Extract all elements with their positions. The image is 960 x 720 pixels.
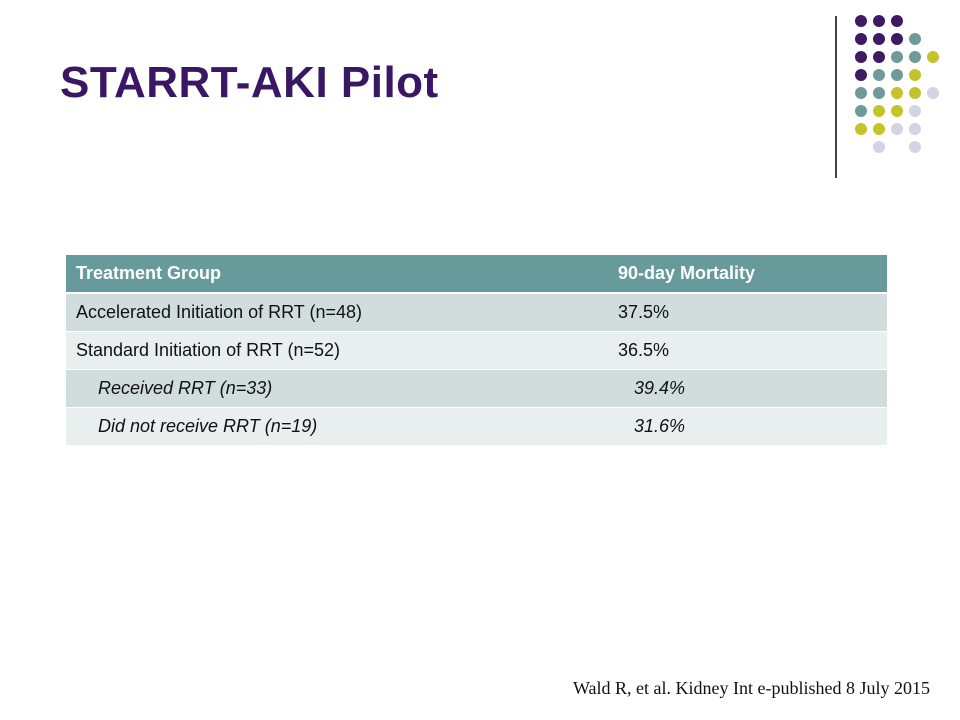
citation-text: Wald R, et al. Kidney Int e-published 8 … <box>573 678 930 698</box>
treatment-group-cell: Did not receive RRT (n=19) <box>66 407 608 446</box>
decor-dot <box>855 69 867 81</box>
treatment-group-cell: Standard Initiation of RRT (n=52) <box>66 331 608 370</box>
decor-dot <box>873 123 885 135</box>
mortality-cell: 31.6% <box>608 407 887 446</box>
decor-dot <box>873 105 885 117</box>
slide-title: STARRT-AKI Pilot <box>60 58 439 107</box>
decor-dot <box>873 141 885 153</box>
decor-dot <box>855 15 867 27</box>
mortality-cell: 36.5% <box>608 331 887 370</box>
decor-dot <box>873 69 885 81</box>
decor-dot <box>909 123 921 135</box>
decor-dot <box>855 105 867 117</box>
decor-dot <box>909 69 921 81</box>
decor-dot <box>927 87 939 99</box>
decor-dot <box>855 123 867 135</box>
decor-dot <box>855 51 867 63</box>
mortality-cell: 37.5% <box>608 293 887 332</box>
column-header-treatment-group: Treatment Group <box>66 255 608 294</box>
treatment-group-cell: Received RRT (n=33) <box>66 369 608 408</box>
mortality-table: Treatment Group 90-day Mortality Acceler… <box>66 255 887 446</box>
decor-dot <box>927 51 939 63</box>
treatment-group-cell: Accelerated Initiation of RRT (n=48) <box>66 293 608 332</box>
decor-dot <box>891 15 903 27</box>
decor-dot <box>873 15 885 27</box>
decor-dot <box>891 87 903 99</box>
column-header-90-day-mortality: 90-day Mortality <box>608 255 887 294</box>
decor-dot <box>891 51 903 63</box>
decor-dot <box>873 51 885 63</box>
title-divider-line <box>835 16 837 178</box>
decor-dot <box>909 51 921 63</box>
decor-dot <box>891 123 903 135</box>
table-row-subgroup: Received RRT (n=33) 39.4% <box>66 369 887 408</box>
decor-dot <box>855 87 867 99</box>
mortality-cell: 39.4% <box>608 369 887 408</box>
decor-dot <box>909 105 921 117</box>
decor-dot <box>909 141 921 153</box>
decor-dot <box>891 33 903 45</box>
table-header-row: Treatment Group 90-day Mortality <box>66 255 887 294</box>
decor-dot <box>855 33 867 45</box>
decor-dot <box>891 105 903 117</box>
table-row: Accelerated Initiation of RRT (n=48) 37.… <box>66 293 887 332</box>
decor-dot <box>873 33 885 45</box>
decor-dot <box>891 69 903 81</box>
decor-dot <box>909 87 921 99</box>
table-row-subgroup: Did not receive RRT (n=19) 31.6% <box>66 407 887 446</box>
table-row: Standard Initiation of RRT (n=52) 36.5% <box>66 331 887 370</box>
decor-dot <box>873 87 885 99</box>
decor-dot <box>909 33 921 45</box>
